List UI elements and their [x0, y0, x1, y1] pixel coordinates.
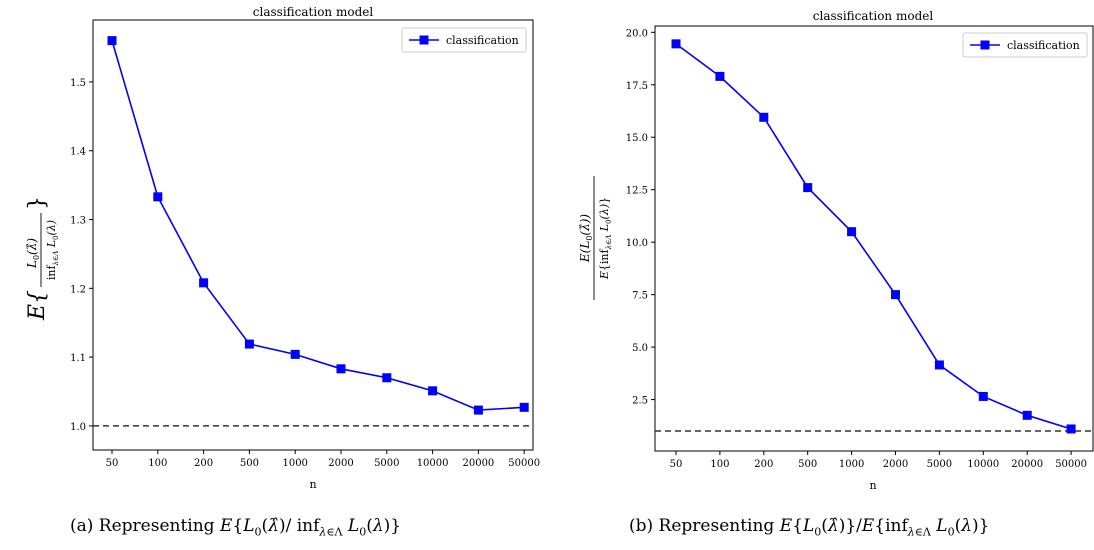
chart-a-x-axis: 50 100 200 500 1000 2000 5000 10000 20000 50000	[106, 450, 540, 469]
chart-b-y-axis: 2.5 5.0 7.5 10.0 12.5 15.0 17.5 20.0	[626, 28, 655, 407]
data-point-marker	[153, 192, 163, 202]
x-tick-label: 500	[240, 458, 259, 469]
chart-b-title: classification model	[813, 9, 934, 23]
legend-square-marker-icon	[419, 35, 429, 45]
chart-b-markers	[671, 39, 1076, 434]
data-point-marker	[519, 402, 529, 412]
y-tick-label: 1.5	[70, 78, 86, 89]
legend-square-marker-icon	[980, 40, 990, 50]
chart-b-legend-label: classification	[1007, 39, 1080, 52]
data-point-marker	[336, 364, 346, 374]
x-tick-label: 50000	[1055, 459, 1087, 470]
panel-a: classification model 1.01.11.21.31.41.5 …	[25, 5, 540, 491]
x-tick-label: 20000	[462, 458, 494, 469]
chart-a-series-line	[111, 40, 525, 411]
data-point-marker	[199, 278, 209, 288]
y-tick-label: 7.5	[632, 291, 648, 302]
data-point-marker	[428, 386, 438, 396]
y-tick-label: 12.5	[626, 186, 648, 197]
x-tick-label: 50	[106, 458, 119, 469]
x-tick-label: 100	[710, 459, 729, 470]
x-tick-label: 50000	[508, 458, 540, 469]
x-tick-label: 20000	[1011, 459, 1043, 470]
x-tick-label: 10000	[417, 458, 449, 469]
data-point-marker	[473, 405, 483, 415]
data-point-marker	[244, 339, 254, 349]
chart-a-legend-label: classification	[446, 34, 519, 47]
data-point-marker	[1066, 424, 1076, 434]
data-point-marker	[891, 290, 900, 300]
svg-text:infλ∈Λ L0(λ): infλ∈Λ L0(λ)	[45, 220, 60, 280]
caption-a: (a) Representing E{L0(λ̂)/ infλ∈Λ L0(λ)}	[70, 516, 402, 539]
y-tick-label: 2.5	[632, 396, 648, 407]
chart-a-x-label: n	[309, 478, 316, 491]
chart-b-plot-frame	[654, 25, 1094, 452]
x-tick-label: 1000	[839, 459, 864, 470]
y-tick-label: 20.0	[626, 28, 648, 39]
chart-b-x-axis: 50 100 200 500 1000 2000 5000 10000 20000 50000	[670, 451, 1087, 470]
chart-b-legend: classification	[962, 32, 1088, 58]
chart-a-plot-frame	[92, 19, 534, 451]
chart-a-title: classification model	[253, 5, 374, 19]
y-tick-label: 1.2	[70, 284, 86, 295]
panel-b: classification model 2.5 5.0 7.5 10.0 12.5 15…	[578, 9, 1094, 492]
x-tick-label: 5000	[374, 458, 399, 469]
x-tick-label: 100	[148, 458, 167, 469]
chart-b-y-label: E(L0(λ̂)) E{infλ∈Λ L0(λ)}	[578, 176, 613, 300]
y-tick-label: 10.0	[626, 238, 648, 249]
data-point-marker	[382, 373, 392, 383]
x-tick-label: 5000	[927, 459, 952, 470]
y-tick-label: 5.0	[632, 343, 648, 354]
y-tick-label: 1.1	[70, 353, 86, 364]
y-tick-label: 15.0	[626, 133, 648, 144]
y-tick-label: 1.3	[70, 216, 86, 227]
svg-text:L0(λ̂): L0(λ̂)	[25, 238, 41, 269]
x-tick-label: 500	[798, 459, 817, 470]
data-point-marker	[290, 349, 300, 359]
svg-text:E(L0(λ̂)): E(L0(λ̂))	[578, 214, 594, 263]
chart-a-y-axis: 1.0 1.1 1.2 1.3 1.4 1.5	[70, 78, 93, 433]
data-point-marker	[715, 71, 725, 81]
data-point-marker	[934, 360, 944, 370]
data-point-marker	[847, 227, 857, 237]
chart-a-y-label: E{ L0(λ̂) infλ∈Λ L0(λ) }	[25, 196, 60, 321]
svg-text:}: }	[25, 196, 50, 210]
caption-b: (b) Representing E{L0(λ̂)}/E{infλ∈Λ L0(λ…	[629, 516, 990, 539]
chart-b-x-label: n	[869, 479, 876, 492]
data-point-marker	[978, 391, 988, 401]
chart-b-series-line	[675, 43, 1072, 430]
y-tick-label: 17.5	[626, 81, 648, 92]
data-point-marker	[671, 39, 681, 49]
x-tick-label: 1000	[282, 458, 307, 469]
x-tick-label: 2000	[883, 459, 908, 470]
data-point-marker	[1022, 410, 1032, 420]
x-tick-label: 200	[754, 459, 773, 470]
chart-a-markers	[107, 36, 529, 415]
data-point-marker	[107, 36, 117, 46]
x-tick-label: 2000	[328, 458, 353, 469]
x-tick-label: 200	[194, 458, 213, 469]
data-point-marker	[803, 183, 813, 193]
y-tick-label: 1.4	[70, 147, 86, 158]
x-tick-label: 50	[670, 459, 683, 470]
x-tick-label: 10000	[967, 459, 999, 470]
chart-a-legend: classification	[401, 27, 527, 53]
svg-text:E{: E{	[25, 290, 50, 321]
svg-text:E{infλ∈Λ L0(λ)}: E{infλ∈Λ L0(λ)}	[598, 197, 613, 280]
y-tick-label: 1.0	[70, 422, 86, 433]
data-point-marker	[759, 112, 769, 122]
